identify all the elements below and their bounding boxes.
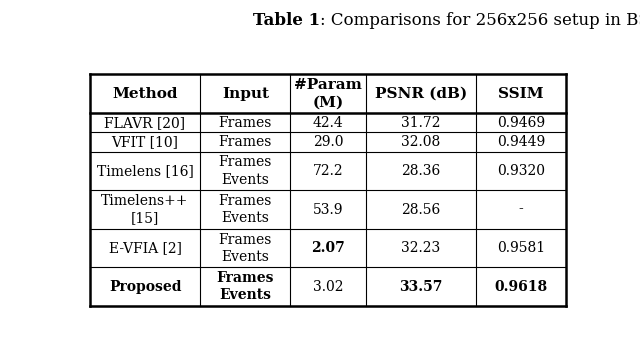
Text: Frames
Events: Frames Events <box>216 271 274 302</box>
Text: PSNR (dB): PSNR (dB) <box>374 87 467 101</box>
Text: Method: Method <box>112 87 178 101</box>
Text: 0.9618: 0.9618 <box>495 280 548 294</box>
Text: #Param
(M): #Param (M) <box>294 78 362 109</box>
Text: 31.72: 31.72 <box>401 116 440 130</box>
Text: Proposed: Proposed <box>109 280 181 294</box>
Text: Table 1: Table 1 <box>253 12 320 29</box>
Text: 32.23: 32.23 <box>401 241 440 255</box>
Text: Frames
Events: Frames Events <box>219 194 272 225</box>
Text: : Comparisons for 256x256 setup in BS-ERGB.: : Comparisons for 256x256 setup in BS-ER… <box>320 12 640 29</box>
Text: Frames
Events: Frames Events <box>219 232 272 264</box>
Text: E-VFIA [2]: E-VFIA [2] <box>109 241 182 255</box>
Text: 28.56: 28.56 <box>401 203 440 217</box>
Text: Frames: Frames <box>219 135 272 149</box>
Text: 28.36: 28.36 <box>401 164 440 178</box>
Text: 2.07: 2.07 <box>311 241 345 255</box>
Text: 0.9469: 0.9469 <box>497 116 545 130</box>
Text: 72.2: 72.2 <box>313 164 343 178</box>
Text: Frames: Frames <box>219 116 272 130</box>
Text: 53.9: 53.9 <box>313 203 343 217</box>
Text: 0.9449: 0.9449 <box>497 135 545 149</box>
Text: Frames
Events: Frames Events <box>219 155 272 187</box>
Text: FLAVR [20]: FLAVR [20] <box>104 116 186 130</box>
Text: 0.9581: 0.9581 <box>497 241 545 255</box>
Text: -: - <box>518 203 524 217</box>
Text: 33.57: 33.57 <box>399 280 442 294</box>
Text: 3.02: 3.02 <box>313 280 343 294</box>
Text: Input: Input <box>222 87 269 101</box>
Text: 29.0: 29.0 <box>313 135 343 149</box>
Text: Timelens [16]: Timelens [16] <box>97 164 193 178</box>
Text: SSIM: SSIM <box>498 87 544 101</box>
Text: Timelens++
[15]: Timelens++ [15] <box>101 194 189 225</box>
Text: 32.08: 32.08 <box>401 135 440 149</box>
Text: 42.4: 42.4 <box>312 116 344 130</box>
Text: VFIT [10]: VFIT [10] <box>111 135 179 149</box>
Text: 0.9320: 0.9320 <box>497 164 545 178</box>
